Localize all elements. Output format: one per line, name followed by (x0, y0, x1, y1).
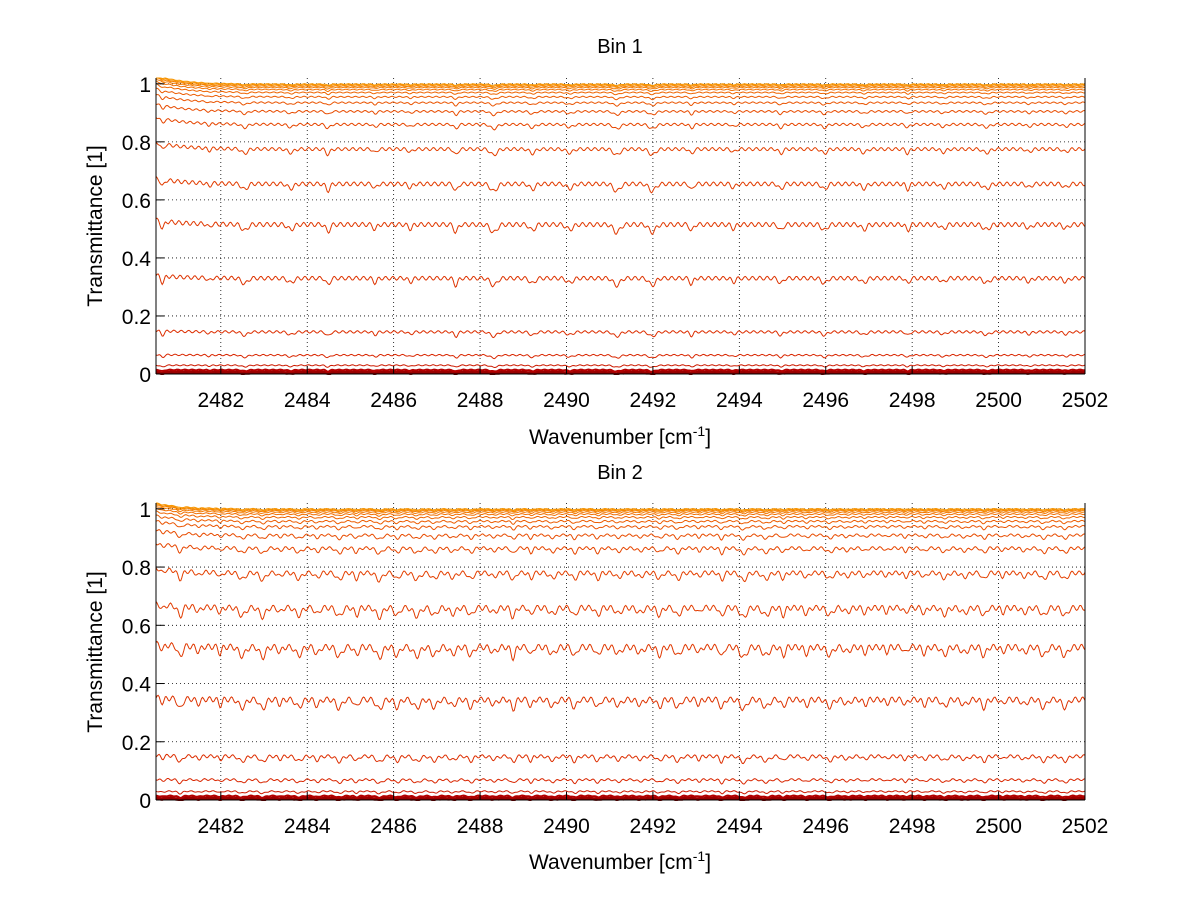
series-line (155, 507, 1086, 517)
series-line (155, 543, 1086, 556)
series-line (155, 790, 1086, 795)
axes-frame (155, 503, 1086, 801)
series-line (155, 273, 1086, 288)
x-tick-label: 2492 (630, 815, 677, 838)
series-line (155, 510, 1085, 521)
series-line (155, 753, 1086, 765)
x-tick-label: 2486 (370, 815, 417, 838)
x-tick-label: 2500 (975, 389, 1022, 412)
series-line (155, 797, 1086, 802)
series-line (155, 77, 1085, 89)
series-line (155, 329, 1086, 339)
y-tick-label: 0.4 (122, 674, 152, 697)
chart-panel-bin-1: Bin 1 2482 2484 2486 2488 2490 2492 2494 2496 24… (84, 36, 1108, 449)
y-axis-label: Transmittance [1] (84, 571, 107, 732)
x-tick-label: 2482 (197, 815, 244, 838)
x-tick-label: 2486 (370, 389, 417, 412)
series-line (155, 640, 1086, 662)
series-line (155, 83, 1086, 96)
series-line (155, 796, 1086, 801)
x-tick-label: 2492 (630, 389, 677, 412)
series-line (156, 77, 1086, 87)
series-line (156, 103, 1086, 117)
series-line (155, 78, 1086, 90)
x-tick-label: 2500 (975, 815, 1022, 838)
y-tick-label: 1 (139, 499, 151, 522)
x-tick-label: 2498 (889, 815, 936, 838)
series-line (155, 368, 1086, 373)
y-tick-label: 0 (139, 790, 151, 813)
x-tick-label: 2494 (716, 389, 763, 412)
x-tick-label: 2482 (197, 389, 244, 412)
series-line (155, 567, 1086, 583)
x-tick-label: 2502 (1062, 815, 1109, 838)
series-line (156, 503, 1086, 512)
series-line (155, 80, 1086, 93)
x-axis-label: Wavenumber [cm-1] (529, 848, 711, 874)
series-line (156, 87, 1086, 101)
y-axis-label: Transmittance [1] (84, 145, 107, 306)
x-tick-label: 2484 (284, 815, 331, 838)
series-line (155, 694, 1086, 712)
x-tick-label: 2502 (1062, 389, 1109, 412)
series-line (155, 353, 1086, 360)
y-tick-labels: 0 0.2 0.4 0.6 0.8 1 (122, 499, 152, 813)
x-tick-labels: 2482 2484 2486 2488 2490 2492 2494 2496 2498 2500… (197, 815, 1108, 838)
series-line (155, 141, 1086, 157)
y-tick-label: 0.8 (122, 557, 151, 580)
series-line (155, 504, 1086, 513)
y-tick-labels: 0 0.2 0.4 0.6 0.8 1 (122, 74, 152, 387)
x-tick-label: 2488 (457, 815, 504, 838)
series-line (155, 505, 1086, 515)
x-tick-label: 2484 (284, 389, 331, 412)
series-lines (155, 502, 1086, 802)
series-line (156, 502, 1086, 511)
series-line (155, 371, 1086, 376)
series-line (155, 175, 1086, 194)
x-tick-label: 2490 (543, 815, 590, 838)
x-tick-label: 2498 (889, 389, 936, 412)
x-tick-labels: 2482 2484 2486 2488 2490 2492 2494 2496 2498 2500… (197, 389, 1108, 412)
y-tick-label: 0.8 (122, 132, 151, 155)
x-tick-label: 2490 (543, 389, 590, 412)
series-line (156, 370, 1086, 375)
x-axis-label: Wavenumber [cm-1] (529, 423, 711, 449)
y-tick-label: 0 (139, 364, 151, 387)
series-line (155, 514, 1086, 525)
chart-title: Bin 1 (597, 36, 643, 58)
y-tick-label: 0.2 (122, 306, 151, 329)
series-line (155, 519, 1086, 531)
axes-frame (155, 78, 1086, 375)
series-line (155, 217, 1086, 236)
chart-panel-bin-2: Bin 2 2482 2484 2486 2488 2490 2492 2494 2496 24… (84, 462, 1108, 874)
x-tick-label: 2496 (802, 815, 849, 838)
series-line (155, 364, 1086, 369)
y-tick-label: 0.2 (122, 732, 151, 755)
y-tick-label: 0.6 (122, 190, 151, 213)
series-line (155, 94, 1086, 107)
series-line (155, 794, 1086, 799)
x-tick-label: 2496 (802, 389, 849, 412)
x-tick-label: 2488 (457, 389, 504, 412)
series-lines (155, 77, 1086, 376)
y-tick-label: 0.4 (122, 248, 152, 271)
series-line (155, 529, 1086, 541)
y-tick-label: 0.6 (122, 615, 151, 638)
series-line (155, 117, 1086, 131)
y-tick-label: 1 (139, 74, 151, 97)
series-line (155, 601, 1086, 621)
x-tick-label: 2494 (716, 815, 763, 838)
chart-title: Bin 2 (597, 462, 643, 484)
series-line (155, 778, 1086, 785)
